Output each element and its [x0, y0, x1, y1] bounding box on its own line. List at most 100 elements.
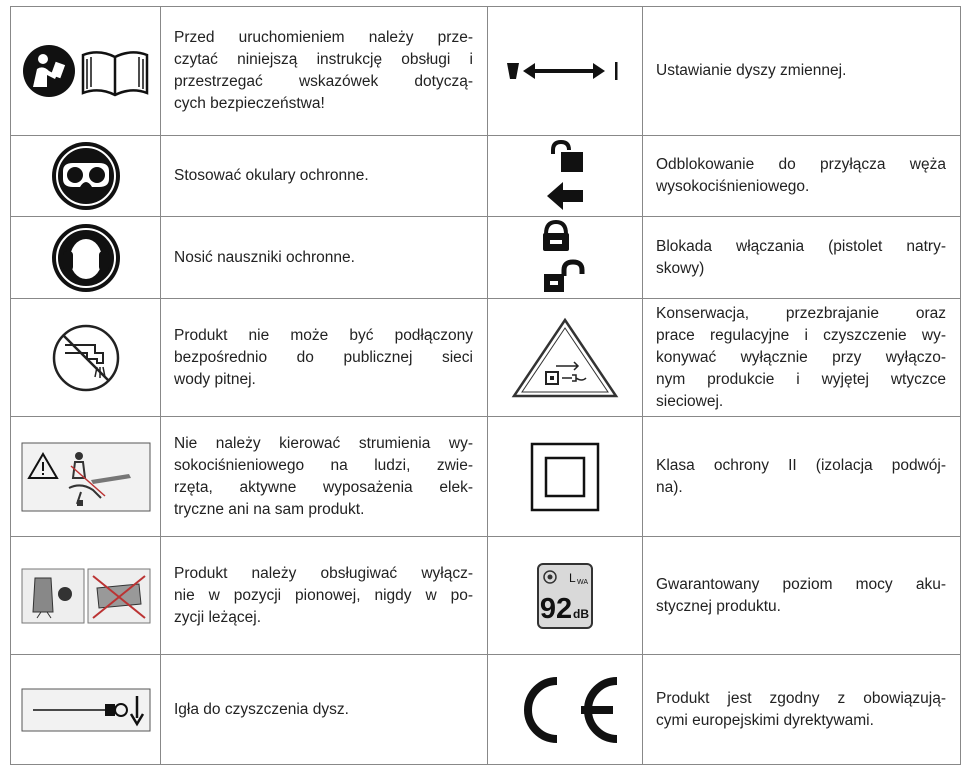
icon-shape	[550, 280, 558, 285]
description-line: stycznej produktu.	[656, 597, 781, 615]
description-line: Konserwacja, przezbrajanie oraz	[656, 304, 946, 322]
description-cell: Nosić nauszniki ochronne.	[160, 216, 488, 299]
icon-shape	[129, 695, 144, 726]
table-row: Nie należy kierować strumienia wy-sokoci…	[10, 416, 961, 537]
icon-shape	[547, 182, 583, 210]
icon	[524, 676, 618, 743]
icon-shape	[561, 152, 583, 172]
icon	[21, 688, 150, 731]
icon	[511, 317, 619, 397]
noise-label: 92	[540, 593, 572, 625]
icon	[51, 142, 120, 210]
icon	[507, 62, 618, 80]
icon-shape	[543, 569, 557, 584]
icon-shape	[21, 568, 84, 623]
description-cell: Igła do czyszczenia dysz.	[160, 654, 488, 765]
icon-cell	[10, 416, 161, 537]
table-row: Igła do czyszczenia dysz. Produkt jest zg…	[10, 654, 961, 765]
icon-shape	[52, 324, 119, 391]
icon-shape	[37, 54, 48, 64]
description-line: Gwarantowany poziom mocy aku-	[656, 575, 946, 593]
noise-label: dB	[573, 607, 589, 621]
icon-shape	[521, 326, 609, 392]
description-line: cych bezpieczeństwa!	[174, 95, 325, 112]
icon-shape	[41, 472, 44, 475]
icon	[530, 442, 600, 511]
description-cell: Przed uruchomieniem należy prze-czytać n…	[160, 6, 488, 136]
icon	[22, 45, 148, 97]
icon-shape	[113, 702, 128, 717]
icon-shape	[581, 676, 618, 743]
noise-label: L	[569, 571, 576, 585]
icon-shape	[50, 61, 65, 79]
description-line: Produkt jest zgodny z obowiązują-	[656, 689, 946, 707]
table-row: Stosować okulary ochronne. Odblokowanie d…	[10, 135, 961, 217]
icon-shape	[104, 703, 115, 716]
icon-shape	[561, 258, 585, 276]
icon-cell: L WA 92 dB	[487, 536, 643, 655]
description-line: nie w pozycji pionowej, nigdy w po-	[174, 586, 473, 604]
icon	[543, 219, 585, 292]
description-cell: Produkt należy obsługiwać wyłącz-nie w p…	[160, 536, 488, 655]
table-row: Produkt należy obsługiwać wyłącz-nie w p…	[10, 536, 961, 655]
description-line: Ustawianie dyszy zmiennej.	[656, 62, 847, 79]
description-line: prace regulacyjne i czyszczenie wy-	[656, 326, 946, 344]
description-line: wysokociśnieniowego.	[656, 178, 810, 195]
icon-shape	[523, 63, 605, 79]
description-cell: Ustawianie dyszy zmiennej.	[642, 6, 961, 136]
icon-cell	[10, 216, 161, 299]
description-line: Igła do czyszczenia dysz.	[174, 700, 349, 718]
description-cell: Stosować okulary ochronne.	[160, 135, 488, 217]
icon-shape	[507, 63, 519, 79]
description-cell: Klasa ochrony II (izolacja podwój-na).	[642, 416, 961, 537]
description-line: czytać niniejszą instrukcję obsługi i	[174, 51, 473, 68]
icon-shape	[81, 51, 148, 97]
icon-cell	[487, 416, 643, 537]
icon-shape	[615, 62, 618, 80]
icon-shape	[551, 140, 571, 154]
icon-cell	[10, 298, 161, 417]
description-line: cymi europejskimi dyrektywami.	[656, 711, 874, 729]
icon-cell	[10, 654, 161, 765]
description-line: Klasa ochrony II (izolacja podwój-	[656, 456, 946, 474]
icon-cell	[10, 6, 161, 136]
icon-shape	[530, 442, 600, 511]
description-line: Nosić nauszniki ochronne.	[174, 248, 355, 266]
icon-shape	[91, 574, 146, 619]
table-body: Przed uruchomieniem należy prze-czytać n…	[10, 6, 961, 765]
description-line: sieciowej.	[656, 392, 724, 410]
icon-shape	[76, 499, 83, 506]
description-line: przestrzegać wskazówek dotyczą-	[174, 73, 473, 90]
icon-shape	[32, 67, 57, 87]
description-cell: Odblokowanie do przyłącza węża wysokociśn…	[642, 135, 961, 217]
icon-shape	[511, 317, 619, 397]
description-line: Odblokowanie do przyłącza węża	[656, 156, 946, 173]
icon-shape	[65, 230, 106, 257]
icon-shape	[88, 167, 105, 183]
icon-shape	[550, 375, 554, 380]
icon	[21, 568, 150, 623]
icon-cell	[487, 654, 643, 765]
table-row: Nosić nauszniki ochronne. Blokada włączan…	[10, 216, 961, 299]
icon-shape	[55, 227, 116, 288]
icon	[547, 140, 583, 210]
description-line: zycji leżącej.	[174, 608, 261, 626]
icon-shape	[524, 676, 558, 743]
description-cell: Gwarantowany poziom mocy aku-stycznej pr…	[642, 536, 961, 655]
icon-shape	[70, 464, 105, 497]
icon-cell	[10, 135, 161, 217]
icon-cell	[487, 216, 643, 299]
icon-shape	[55, 146, 116, 206]
icon-shape	[544, 456, 586, 497]
description-line: skowy)	[656, 259, 705, 277]
description-line: Produkt nie może być podłączony	[174, 326, 473, 344]
description-line: sokociśnieniowego na ludzi, zwie-	[174, 456, 473, 474]
description-line: konywać wyłącznie przy wyłączo-	[656, 348, 946, 366]
icon-shape	[544, 219, 568, 234]
description-line: Przed uruchomieniem należy prze-	[174, 29, 473, 46]
icon: L WA 92 dB	[537, 562, 593, 629]
icon-shape	[26, 451, 59, 479]
icon-shape	[66, 167, 83, 183]
